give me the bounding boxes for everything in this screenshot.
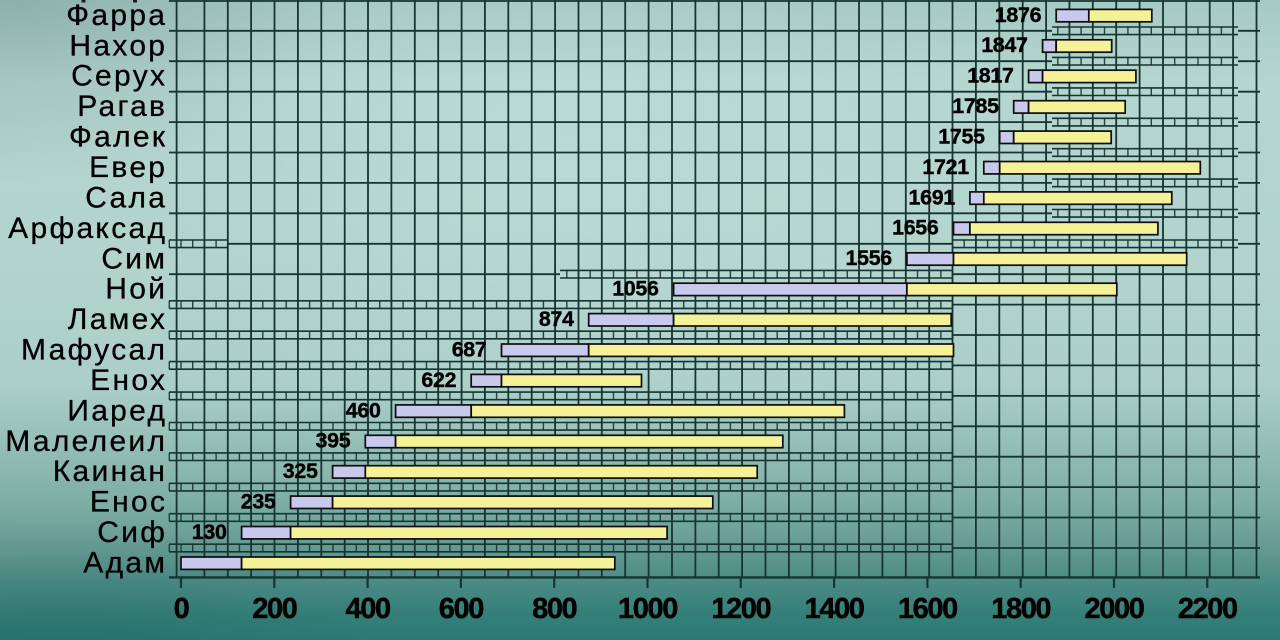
svg-text:325: 325 xyxy=(283,459,318,483)
svg-text:0: 0 xyxy=(174,593,189,625)
svg-text:Фарра: Фарра xyxy=(66,0,167,32)
svg-text:Нахор: Нахор xyxy=(69,29,167,62)
svg-text:1755: 1755 xyxy=(938,125,985,149)
svg-text:1400: 1400 xyxy=(805,593,864,625)
svg-text:1056: 1056 xyxy=(612,277,659,301)
svg-text:460: 460 xyxy=(346,398,381,422)
svg-text:Серух: Серух xyxy=(71,60,167,93)
svg-text:Фалек: Фалек xyxy=(69,121,167,154)
svg-text:1785: 1785 xyxy=(952,94,999,118)
svg-text:200: 200 xyxy=(252,593,296,625)
svg-text:Рагав: Рагав xyxy=(77,90,167,123)
svg-text:687: 687 xyxy=(452,337,487,361)
svg-text:600: 600 xyxy=(439,593,483,625)
svg-text:1691: 1691 xyxy=(909,185,956,209)
svg-text:Арфаксад: Арфаксад xyxy=(8,212,167,245)
svg-text:Евер: Евер xyxy=(89,151,167,184)
svg-text:1847: 1847 xyxy=(981,33,1027,57)
svg-text:Адам: Адам xyxy=(83,547,167,580)
svg-text:1000: 1000 xyxy=(618,593,677,625)
svg-text:800: 800 xyxy=(532,593,576,625)
svg-text:Енох: Енох xyxy=(90,364,167,397)
svg-text:2200: 2200 xyxy=(1178,593,1237,625)
svg-text:1656: 1656 xyxy=(892,216,939,240)
svg-text:Ной: Ной xyxy=(105,273,167,306)
svg-text:Мафусал: Мафусал xyxy=(21,334,167,367)
svg-text:1876: 1876 xyxy=(995,3,1042,27)
svg-text:Енос: Енос xyxy=(90,486,167,519)
svg-text:2000: 2000 xyxy=(1085,593,1144,625)
svg-text:1200: 1200 xyxy=(711,593,770,625)
svg-text:Иаред: Иаред xyxy=(67,394,167,427)
svg-text:Сиф: Сиф xyxy=(97,516,167,549)
svg-text:874: 874 xyxy=(539,307,574,331)
svg-text:Сала: Сала xyxy=(85,181,167,214)
svg-text:1800: 1800 xyxy=(991,593,1050,625)
svg-text:395: 395 xyxy=(316,429,351,453)
svg-text:1600: 1600 xyxy=(898,593,957,625)
svg-text:Ламех: Ламех xyxy=(68,303,168,336)
svg-text:Малелеил: Малелеил xyxy=(5,425,167,458)
svg-text:130: 130 xyxy=(192,520,227,544)
svg-text:622: 622 xyxy=(421,368,456,392)
svg-text:Сим: Сим xyxy=(101,242,167,275)
svg-text:1556: 1556 xyxy=(846,246,893,270)
svg-text:400: 400 xyxy=(346,593,390,625)
svg-text:Каинан: Каинан xyxy=(53,455,168,488)
svg-text:1721: 1721 xyxy=(922,155,969,179)
svg-text:235: 235 xyxy=(241,490,276,514)
svg-text:1817: 1817 xyxy=(967,64,1013,88)
